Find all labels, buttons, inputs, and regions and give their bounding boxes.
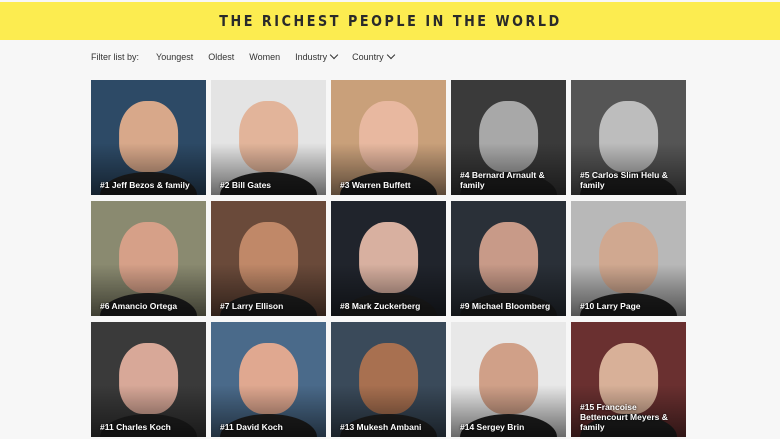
photo-gradient	[451, 385, 566, 437]
filter-youngest[interactable]: Youngest	[156, 52, 193, 62]
filter-industry-dropdown[interactable]: Industry	[295, 50, 339, 62]
person-card[interactable]: #4 Bernard Arnault & family	[451, 80, 566, 195]
person-card[interactable]: #11 David Koch	[211, 322, 326, 437]
chevron-down-icon	[386, 50, 395, 60]
person-name: #4 Bernard Arnault & family	[460, 170, 545, 190]
photo-gradient	[211, 264, 326, 316]
filter-oldest-label: Oldest	[208, 52, 235, 62]
person-card[interactable]: #2 Bill Gates	[211, 80, 326, 195]
photo-gradient	[451, 143, 566, 195]
person-card[interactable]: #7 Larry Ellison	[211, 201, 326, 316]
photo-gradient	[571, 385, 686, 437]
person-card[interactable]: #8 Mark Zuckerberg	[331, 201, 446, 316]
filter-youngest-label: Youngest	[156, 52, 194, 62]
photo-gradient	[91, 385, 206, 437]
photo-gradient	[211, 385, 326, 437]
person-name: #9 Michael Bloomberg	[460, 301, 551, 311]
photo-gradient	[451, 264, 566, 316]
photo-gradient	[331, 143, 446, 195]
person-name: #13 Mukesh Ambani	[340, 422, 422, 432]
person-name: #10 Larry Page	[580, 301, 641, 311]
photo-gradient	[91, 264, 206, 316]
person-card[interactable]: #5 Carlos Slim Helu & family	[571, 80, 686, 195]
photo-gradient	[571, 143, 686, 195]
photo-gradient	[211, 143, 326, 195]
filter-label: Filter list by:	[91, 52, 140, 62]
person-name: #5 Carlos Slim Helu & family	[580, 170, 668, 190]
person-card[interactable]: #3 Warren Buffett	[331, 80, 446, 195]
person-card[interactable]: #13 Mukesh Ambani	[331, 322, 446, 437]
filter-women[interactable]: Women	[249, 52, 280, 62]
filter-oldest[interactable]: Oldest	[208, 52, 234, 62]
filter-industry-label: Industry	[295, 52, 328, 62]
person-name: #14 Sergey Brin	[460, 422, 525, 432]
photo-gradient	[91, 143, 206, 195]
person-name: #6 Amancio Ortega	[100, 301, 178, 311]
person-card[interactable]: #10 Larry Page	[571, 201, 686, 316]
person-card[interactable]: #9 Michael Bloomberg	[451, 201, 566, 316]
person-card[interactable]: #15 Francoise Bettencourt Meyers & famil…	[571, 322, 686, 437]
filter-country-dropdown[interactable]: Country	[352, 50, 395, 62]
page-title: THE RICHEST PEOPLE IN THE WORLD	[218, 12, 562, 30]
person-card[interactable]: #1 Jeff Bezos & family	[91, 80, 206, 195]
person-card[interactable]: #6 Amancio Ortega	[91, 201, 206, 316]
person-name: #11 David Koch	[220, 422, 283, 432]
people-grid: #1 Jeff Bezos & family #2 Bill Gates #3 Wa…	[91, 80, 686, 437]
page-banner: THE RICHEST PEOPLE IN THE WORLD	[0, 2, 780, 40]
person-name: #2 Bill Gates	[220, 180, 272, 190]
photo-gradient	[331, 385, 446, 437]
person-name: #15 Francoise Bettencourt Meyers & famil…	[580, 402, 668, 432]
person-name: #11 Charles Koch	[100, 422, 171, 432]
person-name: #7 Larry Ellison	[220, 301, 284, 311]
person-name: #1 Jeff Bezos & family	[100, 180, 190, 190]
person-card[interactable]: #14 Sergey Brin	[451, 322, 566, 437]
filter-bar: Filter list by: Youngest Oldest Women In…	[91, 50, 395, 62]
filter-women-label: Women	[249, 52, 281, 62]
photo-gradient	[331, 264, 446, 316]
photo-gradient	[571, 264, 686, 316]
person-name: #8 Mark Zuckerberg	[340, 301, 421, 311]
person-card[interactable]: #11 Charles Koch	[91, 322, 206, 437]
filter-country-label: Country	[352, 52, 384, 62]
chevron-down-icon	[329, 50, 339, 60]
person-name: #3 Warren Buffett	[340, 180, 411, 190]
